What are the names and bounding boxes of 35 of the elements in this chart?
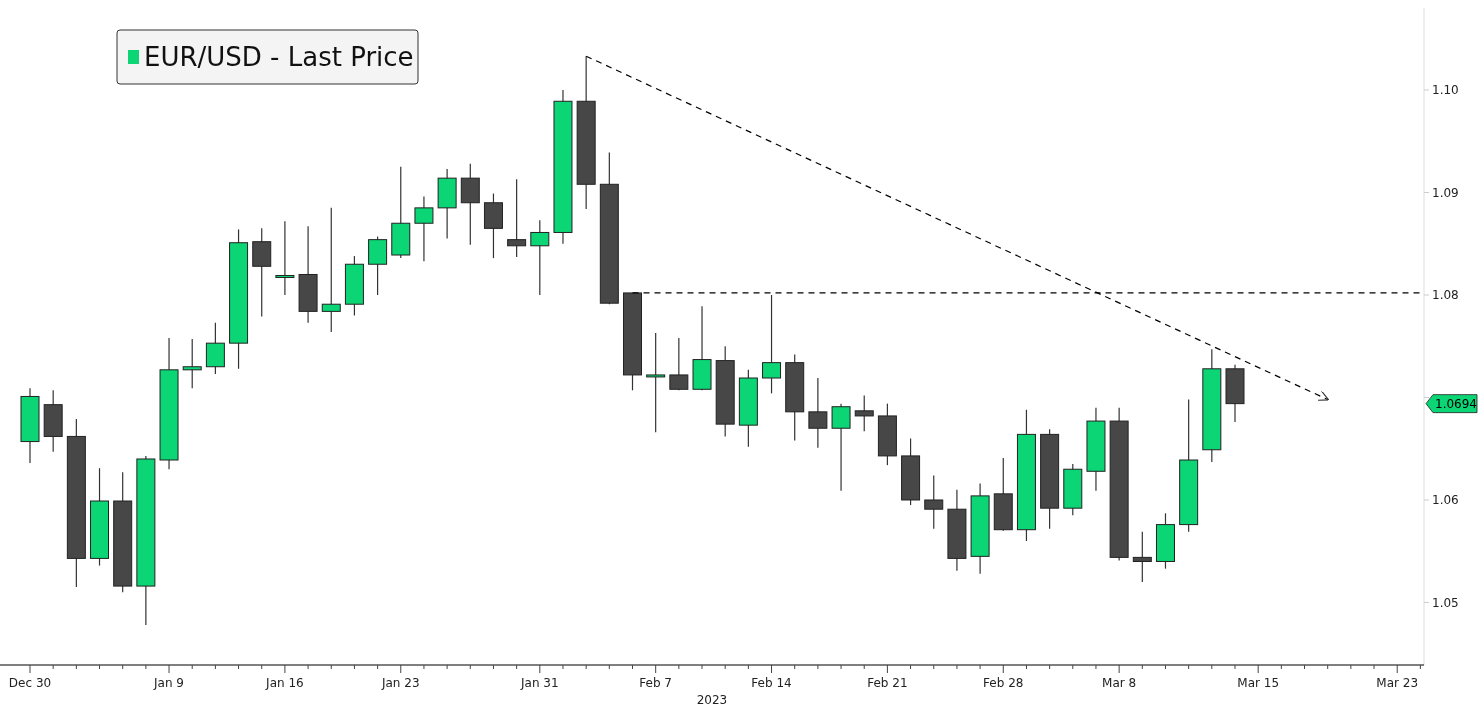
x-tick-label: Jan 16 [265, 676, 304, 690]
candlestick [669, 337, 689, 391]
candlestick [831, 403, 851, 492]
candlestick [808, 377, 828, 449]
candlestick [854, 394, 874, 432]
x-tick-label: Feb 7 [639, 676, 673, 690]
x-tick-label: Mar 15 [1237, 676, 1280, 690]
y-tick-label: 1.09 [1432, 185, 1459, 200]
candlestick [924, 474, 944, 530]
candlestick [530, 219, 550, 296]
candlestick [182, 338, 202, 389]
x-tick-label: Feb 14 [751, 676, 792, 690]
x-tick-label: Jan 9 [153, 676, 185, 690]
x-tick-label: Mar 8 [1102, 676, 1137, 690]
x-tick-label: Feb 28 [983, 676, 1024, 690]
legend-label: EUR/USD - Last Price [144, 42, 414, 73]
candlestick [321, 207, 341, 333]
x-tick-label: Mar 23 [1376, 676, 1419, 690]
x-tick-label: Feb 21 [867, 676, 908, 690]
x-tick-label: Jan 31 [520, 676, 559, 690]
candlestick [1132, 531, 1152, 583]
text: 1.0694 [1435, 396, 1477, 411]
candlestick [205, 322, 225, 375]
y-tick-label: 1.06 [1432, 493, 1459, 508]
y-tick-label: 1.05 [1432, 595, 1459, 610]
candlestick [762, 294, 782, 394]
y-tick-label: 1.10 [1432, 83, 1459, 98]
x-axis-title: 2023 [696, 693, 728, 707]
candlestick [507, 178, 527, 258]
candlestick [414, 195, 434, 262]
x-tick-label: Jan 23 [380, 676, 420, 690]
candlestick [646, 332, 666, 433]
x-tick-label: Dec 30 [8, 676, 52, 690]
y-tick-label: 1.08 [1432, 288, 1459, 303]
candlestick [275, 220, 295, 296]
